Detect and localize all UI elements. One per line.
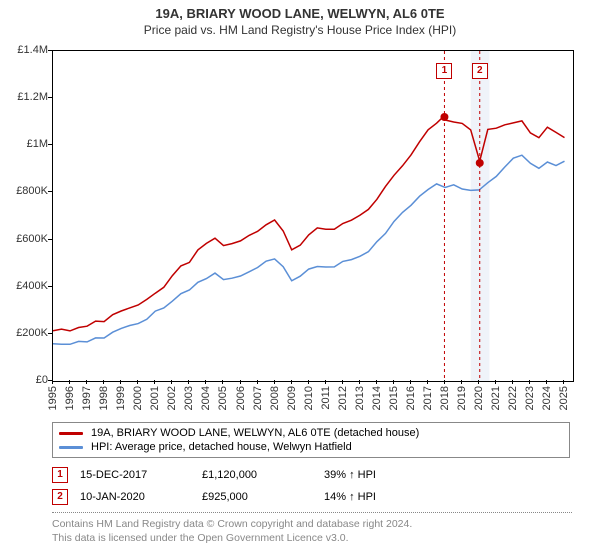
sale-price: £1,120,000 (202, 469, 312, 481)
sale-date: 10-JAN-2020 (80, 491, 190, 503)
x-tick-label: 1996 (64, 386, 76, 410)
x-tick-label: 2018 (439, 386, 451, 410)
plot-area: 12 (52, 50, 574, 382)
sale-row-1: 1 15-DEC-2017 £1,120,000 39% ↑ HPI (52, 464, 572, 486)
x-tick-label: 1999 (115, 386, 127, 410)
y-tick-label: £1.2M (0, 91, 48, 103)
sale-dot (440, 113, 448, 121)
x-tick-label: 2007 (252, 386, 264, 410)
x-tick-label: 2012 (337, 386, 349, 410)
x-tick-label: 2023 (524, 386, 536, 410)
x-tick-label: 2024 (541, 386, 553, 410)
x-tick-label: 2003 (183, 386, 195, 410)
y-tick-label: £1.4M (0, 44, 48, 56)
x-tick-label: 2014 (371, 386, 383, 410)
sale-marker-box: 2 (472, 63, 488, 79)
x-tick-label: 2013 (354, 386, 366, 410)
x-tick-label: 2020 (473, 386, 485, 410)
x-tick-label: 2021 (490, 386, 502, 410)
x-tick-label: 2006 (235, 386, 247, 410)
x-tick-label: 2022 (507, 386, 519, 410)
sale-marker-box: 1 (52, 467, 68, 483)
y-tick-label: £0 (0, 374, 48, 386)
sale-date: 15-DEC-2017 (80, 469, 190, 481)
chart-subtitle: Price paid vs. HM Land Registry's House … (0, 23, 600, 37)
y-tick-label: £1M (0, 138, 48, 150)
chart-container: 19A, BRIARY WOOD LANE, WELWYN, AL6 0TE P… (0, 0, 600, 560)
y-tick-label: £200K (0, 327, 48, 339)
x-tick-label: 2005 (217, 386, 229, 410)
x-tick-label: 1995 (47, 386, 59, 410)
legend-label: 19A, BRIARY WOOD LANE, WELWYN, AL6 0TE (… (91, 427, 419, 439)
x-tick-label: 1998 (98, 386, 110, 410)
y-tick-label: £600K (0, 233, 48, 245)
x-tick-label: 1997 (81, 386, 93, 410)
x-tick-label: 2017 (422, 386, 434, 410)
x-tick-label: 2001 (149, 386, 161, 410)
x-tick-label: 2011 (320, 386, 332, 410)
sale-dot (476, 159, 484, 167)
sale-pct: 14% ↑ HPI (324, 491, 434, 503)
legend-swatch (59, 432, 83, 435)
x-tick-label: 2002 (166, 386, 178, 410)
sale-row-2: 2 10-JAN-2020 £925,000 14% ↑ HPI (52, 486, 572, 508)
sale-marker-box: 2 (52, 489, 68, 505)
legend-swatch (59, 446, 83, 449)
x-tick-label: 2004 (200, 386, 212, 410)
y-tick-label: £400K (0, 280, 48, 292)
x-tick-label: 2019 (456, 386, 468, 410)
sales-table: 1 15-DEC-2017 £1,120,000 39% ↑ HPI 2 10-… (52, 464, 572, 508)
chart-title: 19A, BRIARY WOOD LANE, WELWYN, AL6 0TE (0, 6, 600, 21)
y-tick-label: £800K (0, 185, 48, 197)
x-tick-label: 2016 (405, 386, 417, 410)
sale-price: £925,000 (202, 491, 312, 503)
legend: 19A, BRIARY WOOD LANE, WELWYN, AL6 0TE (… (52, 422, 570, 458)
footer-line-1: Contains HM Land Registry data © Crown c… (52, 517, 572, 531)
x-tick-label: 2008 (269, 386, 281, 410)
legend-item-price: 19A, BRIARY WOOD LANE, WELWYN, AL6 0TE (… (59, 426, 563, 440)
x-tick-label: 2015 (388, 386, 400, 410)
footer: Contains HM Land Registry data © Crown c… (52, 512, 572, 545)
footer-line-2: This data is licensed under the Open Gov… (52, 531, 572, 545)
lines-svg (53, 51, 573, 381)
legend-item-hpi: HPI: Average price, detached house, Welw… (59, 440, 563, 454)
sale-pct: 39% ↑ HPI (324, 469, 434, 481)
sale-marker-box: 1 (436, 63, 452, 79)
x-tick-label: 2010 (303, 386, 315, 410)
x-tick-label: 2009 (286, 386, 298, 410)
x-tick-label: 2000 (132, 386, 144, 410)
title-block: 19A, BRIARY WOOD LANE, WELWYN, AL6 0TE P… (0, 0, 600, 37)
x-tick-label: 2025 (558, 386, 570, 410)
legend-label: HPI: Average price, detached house, Welw… (91, 441, 352, 453)
